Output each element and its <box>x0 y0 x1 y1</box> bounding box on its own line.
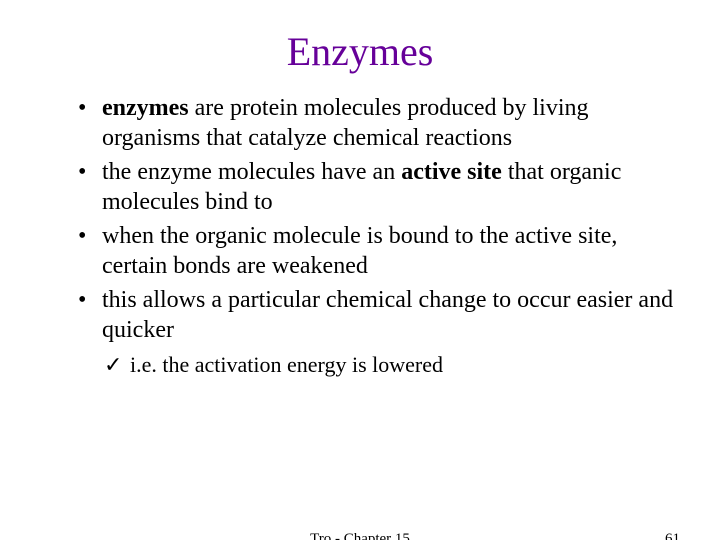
bold-text: active site <box>401 159 502 185</box>
bullet-item: when the organic molecule is bound to th… <box>70 221 680 281</box>
sub-bullet-item: ✓ i.e. the activation energy is lowered <box>102 351 680 379</box>
bullet-text: the enzyme molecules have an <box>102 159 401 185</box>
bullet-list: enzymes are protein molecules produced b… <box>70 93 680 379</box>
bold-text: enzymes <box>102 95 189 121</box>
check-icon: ✓ <box>104 351 122 379</box>
slide-number: 61 <box>665 531 680 540</box>
bullet-text: this allows a particular chemical change… <box>102 287 673 343</box>
sub-bullet-text: i.e. the activation energy is lowered <box>130 352 443 377</box>
bullet-item: enzymes are protein molecules produced b… <box>70 93 680 153</box>
slide-container: Enzymes enzymes are protein molecules pr… <box>0 28 720 540</box>
bullet-text: when the organic molecule is bound to th… <box>102 223 617 279</box>
slide-title: Enzymes <box>0 28 720 75</box>
bullet-item: this allows a particular chemical change… <box>70 285 680 379</box>
slide-body: enzymes are protein molecules produced b… <box>70 93 680 379</box>
footer-center: Tro - Chapter 15 <box>0 531 720 540</box>
sub-bullet-list: ✓ i.e. the activation energy is lowered <box>102 351 680 379</box>
bullet-item: the enzyme molecules have an active site… <box>70 157 680 217</box>
